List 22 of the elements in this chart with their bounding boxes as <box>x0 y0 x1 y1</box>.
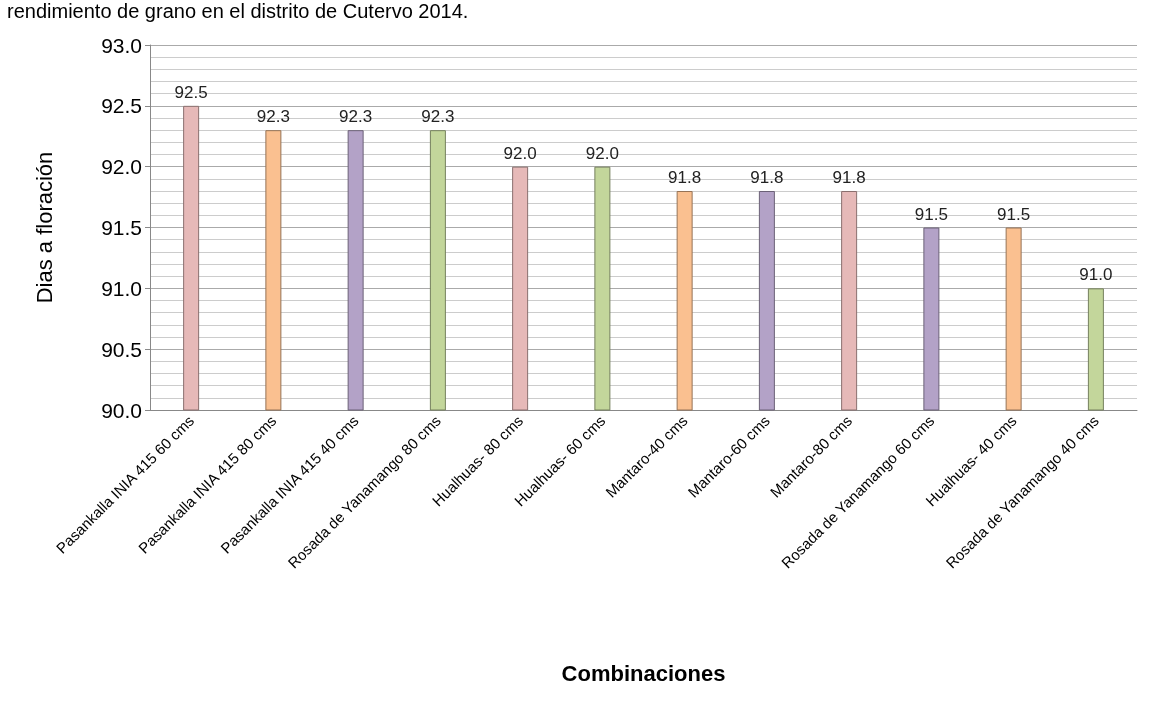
data-label: 92.0 <box>503 143 537 163</box>
data-label: 92.5 <box>174 82 208 102</box>
y-axis-title: Dias a floración <box>31 151 57 304</box>
y-tick-label: 92.5 <box>101 94 142 118</box>
chart-title: rendimiento de grano en el distrito de Cutervo 2014. <box>7 0 469 22</box>
data-label: 92.3 <box>339 107 373 127</box>
data-label: 91.5 <box>997 204 1031 224</box>
data-label: 92.0 <box>585 143 619 163</box>
y-tick-label: 90.0 <box>101 398 142 422</box>
data-label: 91.8 <box>832 168 866 187</box>
y-tick-label: 93.0 <box>101 33 142 57</box>
y-tick-label: 90.5 <box>101 337 142 361</box>
data-label: 92.3 <box>256 107 290 127</box>
data-label: 91.5 <box>914 204 948 224</box>
y-tick-label: 91.0 <box>101 276 142 300</box>
data-label: 91.8 <box>668 168 702 187</box>
y-tick-label: 92.0 <box>101 155 142 179</box>
y-tick-label: 91.5 <box>101 216 142 239</box>
data-label: 91.0 <box>1079 265 1113 285</box>
data-label: 91.8 <box>750 168 784 187</box>
data-label: 92.3 <box>421 107 455 127</box>
x-axis-title: Combinaciones <box>561 660 726 686</box>
